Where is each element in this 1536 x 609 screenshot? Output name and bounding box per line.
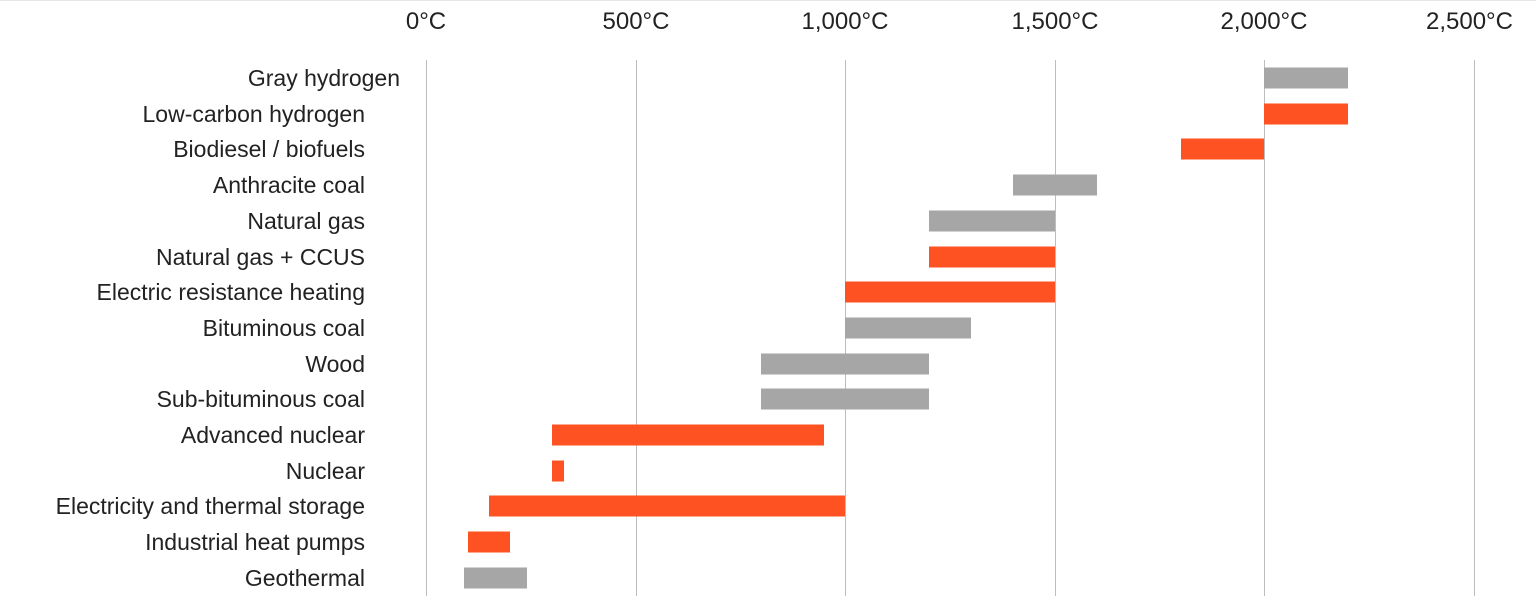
gridline xyxy=(636,60,637,596)
category-label: Anthracite coal xyxy=(212,172,365,199)
category-label: Industrial heat pumps xyxy=(145,529,365,556)
range-bar xyxy=(929,246,1055,267)
range-bar xyxy=(551,460,565,482)
category-label: Natural gas + CCUS xyxy=(156,243,365,270)
category-label: Natural gas xyxy=(247,207,365,234)
range-bar xyxy=(1180,138,1265,160)
range-bar xyxy=(845,317,971,339)
gridline xyxy=(1474,60,1475,596)
category-label: Geothermal xyxy=(244,564,365,591)
range-bar xyxy=(463,567,527,589)
range-bar xyxy=(1264,67,1349,89)
category-label: Gray hydrogen xyxy=(247,65,400,91)
range-bar xyxy=(929,210,1055,232)
gridline xyxy=(426,60,427,596)
category-label: Electric resistance heating xyxy=(96,279,365,306)
range-bar xyxy=(467,531,510,553)
gridline xyxy=(1264,60,1265,596)
category-label: Wood xyxy=(305,350,365,377)
x-tick-label: 2,500°C xyxy=(1426,8,1513,35)
category-label: Bituminous coal xyxy=(202,314,365,341)
top-border xyxy=(0,0,1536,1)
range-bar xyxy=(845,281,1055,303)
category-label: Sub-bituminous coal xyxy=(156,386,365,413)
range-bar xyxy=(1264,103,1349,125)
category-label: Advanced nuclear xyxy=(180,422,365,448)
category-label: Biodiesel / biofuels xyxy=(173,136,365,163)
range-bar xyxy=(488,495,846,517)
x-tick-label: 1,500°C xyxy=(1011,8,1099,35)
x-tick-label: 2,000°C xyxy=(1220,8,1308,35)
x-tick-label: 0°C xyxy=(405,8,447,35)
gridline xyxy=(1055,60,1056,596)
x-tick-label: 500°C xyxy=(602,8,670,35)
range-bar xyxy=(551,424,825,446)
x-tick-label: 1,000°C xyxy=(801,8,889,35)
range-bar xyxy=(761,388,930,410)
range-bar xyxy=(761,353,930,375)
category-label: Low-carbon hydrogen xyxy=(142,100,365,127)
category-label: Electricity and thermal storage xyxy=(55,493,365,520)
category-label: Nuclear xyxy=(285,457,365,484)
range-bar xyxy=(1012,174,1097,196)
